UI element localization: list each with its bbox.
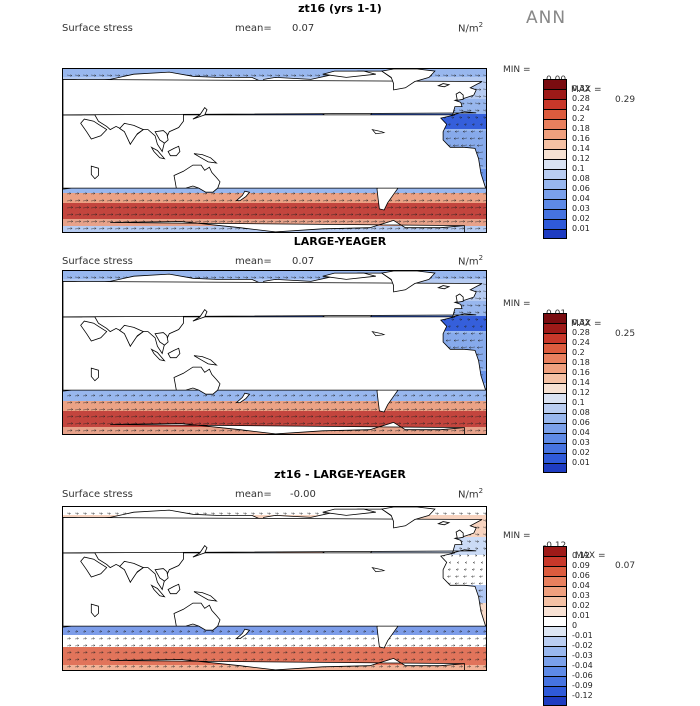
mean-value: 0.07 [292, 23, 314, 34]
panel-title: zt16 (yrs 1-1) [150, 2, 530, 15]
landmass-europe-west [63, 79, 482, 115]
colorbar-swatch [543, 89, 567, 99]
colorbar-tick-label: 0.12 [572, 154, 590, 164]
panel-2: LARGE-YEAGER Surface stress mean= 0.07 N… [0, 233, 700, 468]
colorbar-tick-label: 0.1 [572, 164, 585, 174]
colorbar-swatch [543, 129, 567, 139]
colorbar-tick-label: 0.24 [572, 104, 590, 114]
colorbar-tick-label: 0.14 [572, 144, 590, 154]
stress-vector-head [486, 75, 487, 77]
panel-title: LARGE-YEAGER [150, 235, 530, 248]
colorbar-divider [543, 229, 567, 230]
colorbar-swatch [543, 189, 567, 199]
colorbar-swatch [543, 209, 567, 219]
units-label: N/m2 [458, 254, 483, 267]
colorbar-divider [543, 159, 567, 160]
colorbar-tick-label: 0.04 [572, 194, 590, 204]
colorbar-divider [543, 189, 567, 190]
map-svg [63, 271, 487, 435]
colorbar-tick-label: 0.02 [572, 214, 590, 224]
variable-label: Surface stress [62, 23, 133, 34]
colorbar-divider [543, 199, 567, 200]
colorbar-tick-label: 0.18 [572, 124, 590, 134]
colorbar-divider [543, 119, 567, 120]
colorbar-tick-label: 0.2 [572, 114, 585, 124]
min-label: MIN = [503, 65, 531, 75]
colorbar-divider [543, 169, 567, 170]
stress-vector-head [486, 227, 487, 229]
colorbar-divider [543, 149, 567, 150]
colorbar-tick-label: 0.08 [572, 174, 590, 184]
colorbar-tick-label: 0.03 [572, 204, 590, 214]
colorbar-tick-label: 0.28 [572, 94, 590, 104]
colorbar-swatch [543, 139, 567, 149]
colorbar-swatch [543, 79, 567, 89]
colorbar-tick-label: 0.06 [572, 184, 590, 194]
colorbar-divider [543, 219, 567, 220]
colorbar-swatch [543, 109, 567, 119]
mean-value: 0.07 [292, 256, 314, 267]
colorbar-divider [543, 129, 567, 130]
colorbar-swatch [543, 219, 567, 229]
variable-label: Surface stress [62, 256, 133, 267]
colorbar-tick-label: 0.32 [572, 84, 590, 94]
colorbar-swatch [543, 179, 567, 189]
panel-1: zt16 (yrs 1-1) Surface stress mean= 0.07… [0, 0, 700, 235]
colorbar-divider [543, 139, 567, 140]
min-max: MIN = 0.00 MAX = 0.29 [503, 55, 514, 115]
map-svg [63, 69, 487, 233]
colorbar-divider [543, 209, 567, 210]
colorbar-divider [543, 89, 567, 90]
stress-map [62, 270, 487, 435]
colorbar-swatch [543, 119, 567, 129]
stress-map [62, 68, 487, 233]
max-value: 0.29 [615, 95, 635, 105]
colorbar-divider [543, 179, 567, 180]
colorbar-swatch [543, 169, 567, 179]
colorbar-tick-label: 0.16 [572, 134, 590, 144]
stress-field-band [63, 203, 487, 219]
mean-label: mean= [235, 256, 272, 267]
colorbar-swatch [543, 159, 567, 169]
colorbar-swatch [543, 99, 567, 109]
units-label: N/m2 [458, 21, 483, 34]
colorbar-divider [543, 99, 567, 100]
stress-vector-head [486, 401, 487, 403]
colorbar-swatch [543, 149, 567, 159]
colorbar-divider [543, 109, 567, 110]
colorbar-swatch [543, 199, 567, 209]
stress-field-band [63, 434, 487, 435]
stress-vector-head [486, 277, 487, 279]
stress-vector-head [486, 199, 487, 201]
mean-label: mean= [235, 23, 272, 34]
